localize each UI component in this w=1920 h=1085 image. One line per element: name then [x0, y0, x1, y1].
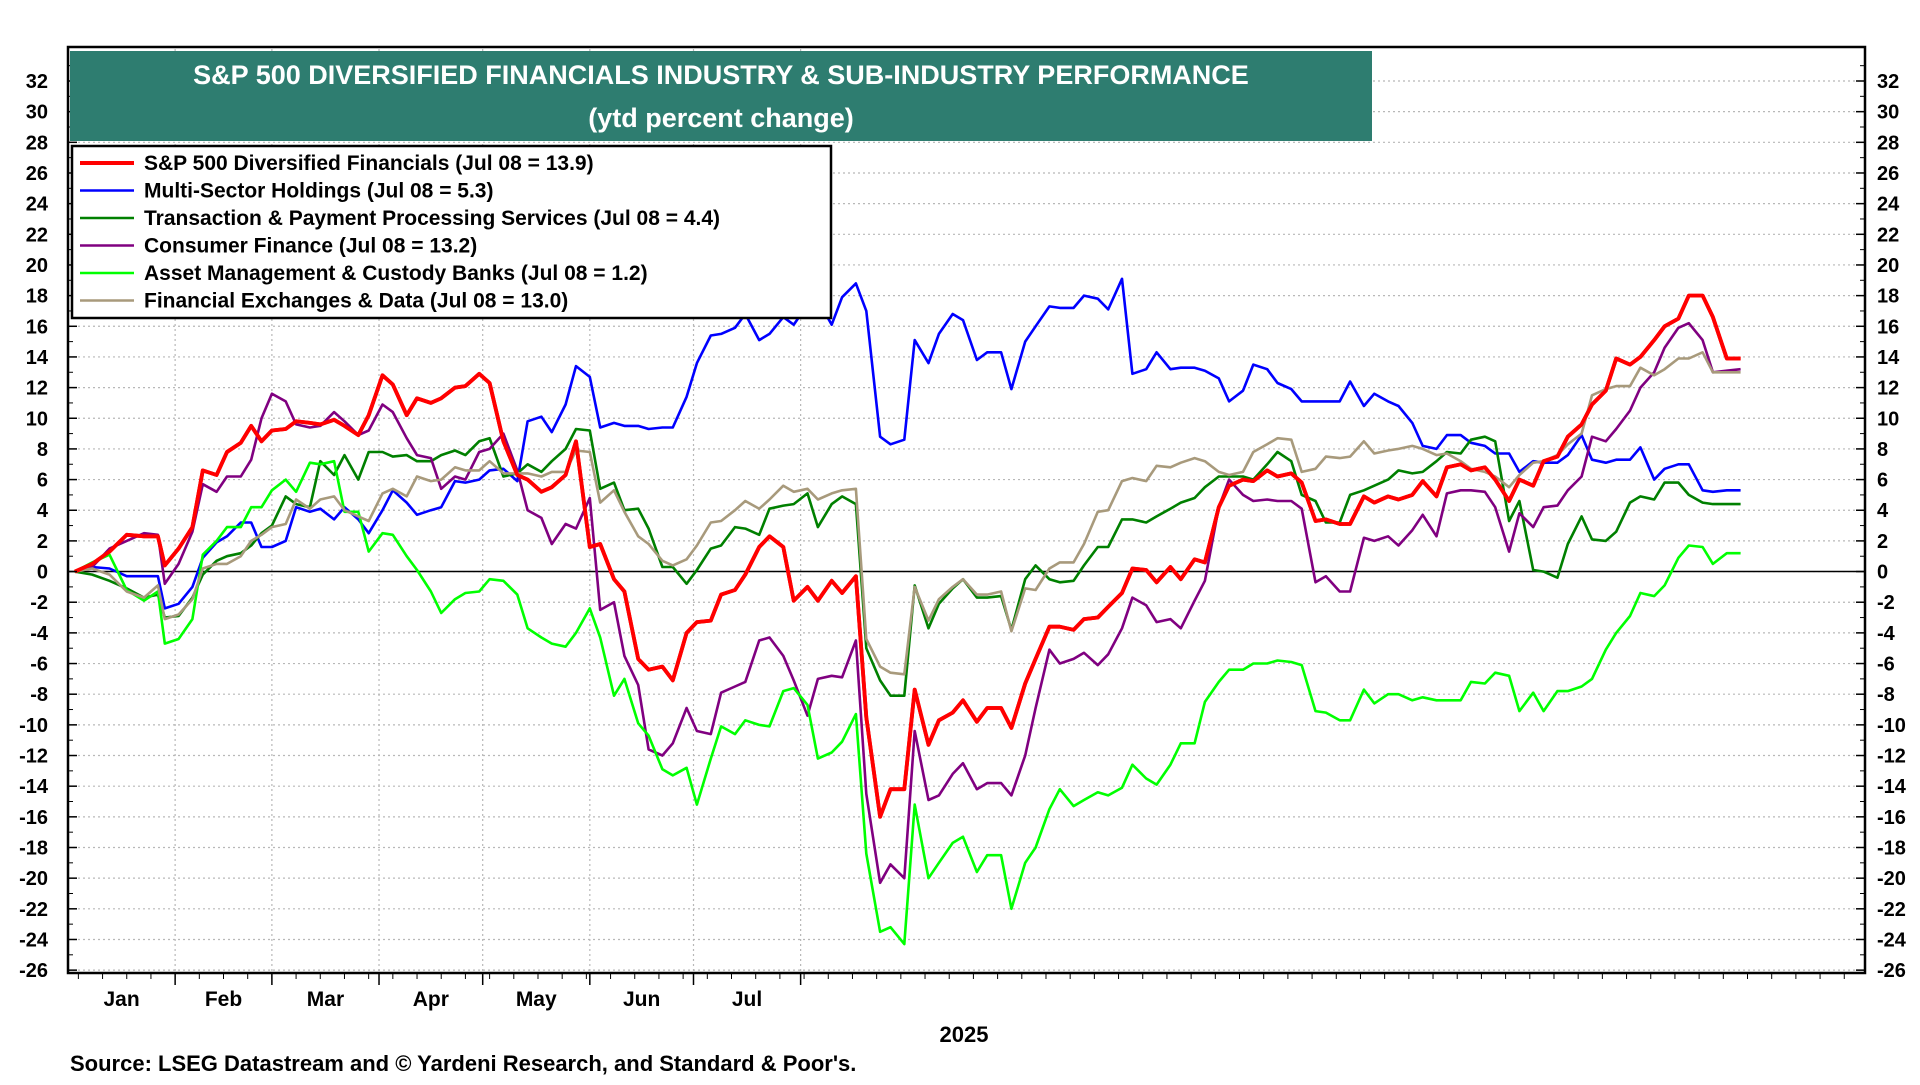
y-tick-label-left: 6	[37, 470, 48, 492]
legend-label: Consumer Finance (Jul 08 = 13.2)	[144, 235, 477, 258]
legend-label: Asset Management & Custody Banks (Jul 08…	[144, 262, 648, 285]
y-tick-label-left: 18	[26, 286, 48, 308]
y-tick-label-left: 8	[37, 439, 48, 461]
y-tick-label-left: -14	[19, 776, 49, 798]
y-tick-label-right: 0	[1877, 562, 1888, 584]
y-tick-label-right: -2	[1877, 592, 1895, 614]
y-tick-label-left: 12	[26, 378, 48, 400]
legend-label: S&P 500 Diversified Financials (Jul 08 =…	[144, 152, 594, 175]
y-tick-label-left: 20	[26, 255, 48, 277]
y-tick-label-right: 24	[1877, 194, 1900, 216]
y-tick-label-right: 6	[1877, 470, 1888, 492]
y-tick-label-left: 14	[26, 347, 49, 369]
y-tick-label-right: -22	[1877, 899, 1906, 921]
x-tick-label: Mar	[307, 988, 344, 1011]
y-tick-label-right: 14	[1877, 347, 1900, 369]
y-tick-label-right: -12	[1877, 746, 1906, 768]
y-tick-label-left: 4	[37, 500, 49, 522]
y-tick-label-right: -26	[1877, 960, 1906, 982]
legend-label: Transaction & Payment Processing Service…	[144, 207, 720, 230]
y-tick-label-left: 16	[26, 316, 48, 338]
y-tick-label-right: 12	[1877, 378, 1899, 400]
x-tick-label: May	[516, 988, 557, 1011]
y-tick-label-right: -18	[1877, 838, 1906, 860]
y-tick-label-right: -4	[1877, 623, 1896, 645]
y-tick-label-right: 4	[1877, 500, 1889, 522]
legend-box	[70, 144, 833, 320]
y-tick-label-left: -26	[19, 960, 48, 982]
y-tick-label-left: -8	[30, 684, 48, 706]
y-tick-label-left: 0	[37, 562, 48, 584]
y-tick-label-right: 32	[1877, 71, 1899, 93]
legend: S&P 500 Diversified Financials (Jul 08 =…	[70, 144, 833, 320]
y-tick-label-right: 2	[1877, 531, 1888, 553]
y-tick-label-right: 10	[1877, 408, 1899, 430]
y-tick-label-right: 8	[1877, 439, 1888, 461]
y-tick-label-left: 32	[26, 71, 48, 93]
y-tick-label-left: -24	[19, 929, 49, 951]
legend-label: Financial Exchanges & Data (Jul 08 = 13.…	[144, 290, 568, 313]
y-tick-label-right: 30	[1877, 102, 1899, 124]
x-tick-label: Apr	[413, 988, 449, 1011]
title-banner-background	[70, 51, 1372, 141]
y-tick-label-left: 30	[26, 102, 48, 124]
y-tick-label-left: -6	[30, 654, 48, 676]
chart-title: S&P 500 DIVERSIFIED FINANCIALS INDUSTRY …	[193, 60, 1249, 90]
series-line-4	[74, 321, 1741, 885]
y-tick-label-left: -2	[30, 592, 48, 614]
y-tick-label-left: 24	[26, 194, 49, 216]
y-tick-label-right: -6	[1877, 654, 1895, 676]
y-tick-label-left: -4	[30, 623, 49, 645]
y-tick-label-right: -20	[1877, 868, 1906, 890]
y-tick-label-left: 26	[26, 163, 48, 185]
y-tick-label-right: -16	[1877, 807, 1906, 829]
y-tick-label-right: -14	[1877, 776, 1907, 798]
y-tick-label-right: -8	[1877, 684, 1895, 706]
y-tick-label-left: 10	[26, 408, 48, 430]
series-line-6	[74, 350, 1741, 676]
year-label: 2025	[940, 1022, 989, 1047]
x-tick-label: Feb	[205, 988, 242, 1011]
y-tick-label-left: -12	[19, 746, 48, 768]
y-tick-label-right: -10	[1877, 715, 1906, 737]
y-tick-label-left: -20	[19, 868, 48, 890]
y-tick-label-right: 20	[1877, 255, 1899, 277]
series-layer	[74, 277, 1741, 946]
y-tick-label-left: 22	[26, 224, 48, 246]
y-tick-label-left: -22	[19, 899, 48, 921]
y-tick-label-left: 2	[37, 531, 48, 553]
y-tick-label-right: 18	[1877, 286, 1899, 308]
series-line-2	[74, 277, 1741, 610]
series-line-1-overlay	[74, 293, 1741, 819]
series-line-3	[74, 427, 1741, 698]
x-tick-label: Jan	[103, 988, 139, 1011]
x-tick-label: Jul	[732, 988, 762, 1011]
chart-subtitle: (ytd percent change)	[588, 103, 854, 133]
x-tick-label: Jun	[623, 988, 660, 1011]
y-tick-label-right: 22	[1877, 224, 1899, 246]
y-tick-label-right: 28	[1877, 132, 1899, 154]
y-tick-label-left: -18	[19, 838, 48, 860]
y-tick-label-right: 26	[1877, 163, 1899, 185]
legend-label: Multi-Sector Holdings (Jul 08 = 5.3)	[144, 180, 493, 203]
source-note: Source: LSEG Datastream and © Yardeni Re…	[70, 1051, 856, 1076]
y-tick-label-right: -24	[1877, 929, 1907, 951]
y-tick-label-left: -10	[19, 715, 48, 737]
y-tick-label-left: -16	[19, 807, 48, 829]
y-tick-label-right: 16	[1877, 316, 1899, 338]
y-tick-label-left: 28	[26, 132, 48, 154]
title-banner: S&P 500 DIVERSIFIED FINANCIALS INDUSTRY …	[70, 51, 1372, 141]
series-line-5	[74, 459, 1741, 946]
